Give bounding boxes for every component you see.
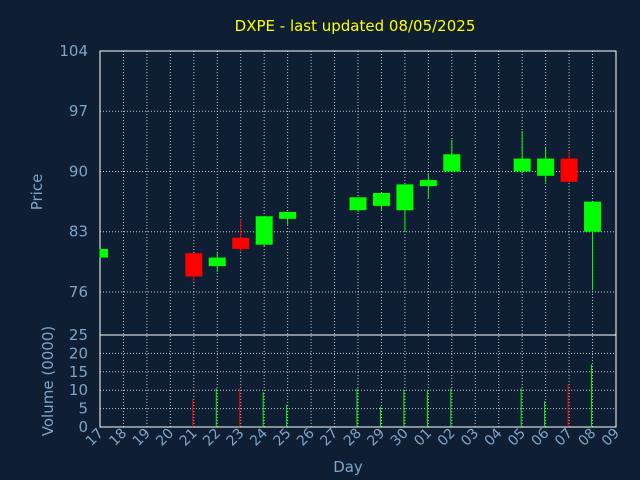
price-tick-label: 83 <box>69 223 88 241</box>
chart-title: DXPE - last updated 08/05/2025 <box>235 17 476 35</box>
candle-body <box>372 193 390 206</box>
volume-bars <box>192 364 593 427</box>
volume-tick-label: 20 <box>69 344 88 362</box>
x-axis-label: Day <box>333 458 363 476</box>
volume-tick-label: 25 <box>69 326 88 344</box>
volume-tick-label: 10 <box>69 381 88 399</box>
candle-body <box>584 201 602 232</box>
candle-body <box>100 248 108 258</box>
volume-tick-label: 15 <box>69 363 88 381</box>
candle-body <box>537 158 555 176</box>
candle-body <box>279 211 297 219</box>
x-tick-labels: 17 18 19 20 21 22 23 24 25 26 27 28 29 30 01 02 03 04 05 06… <box>83 425 623 449</box>
candle-body <box>208 257 226 267</box>
price-tick-label: 90 <box>69 162 88 180</box>
candle-body <box>513 158 531 172</box>
candle-body <box>443 154 461 172</box>
candle-body <box>560 158 578 182</box>
plot-frames <box>99 50 617 428</box>
price-tick-label: 104 <box>59 42 88 60</box>
price-candles <box>99 131 602 291</box>
candle-body <box>232 237 250 249</box>
price-tick-label: 97 <box>69 102 88 120</box>
volume-plot-frame <box>99 334 617 428</box>
candle-body <box>349 197 367 211</box>
price-tick-label: 76 <box>69 283 88 301</box>
candle-body <box>185 253 203 277</box>
volume-axis-label: Volume (0000) <box>39 326 57 436</box>
candle-body <box>255 216 273 245</box>
candle-body <box>396 184 414 211</box>
price-axis-label: Price <box>28 174 46 211</box>
volume-tick-label: 0 <box>78 418 88 436</box>
volume-tick-label: 5 <box>78 400 88 418</box>
candle-body <box>419 180 437 187</box>
